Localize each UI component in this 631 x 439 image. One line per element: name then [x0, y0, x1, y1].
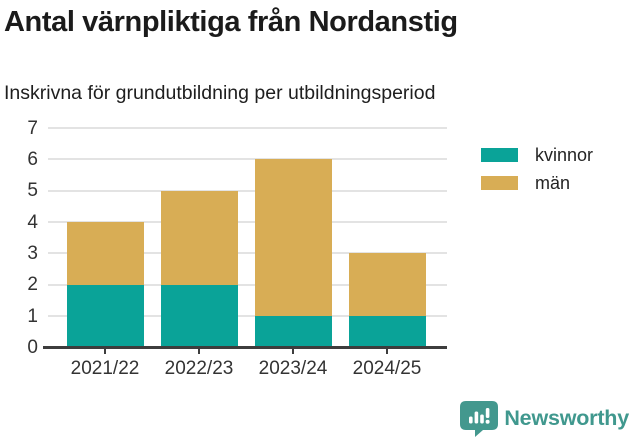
- x-axis-label: 2021/22: [70, 357, 140, 379]
- legend-swatch: [481, 175, 518, 190]
- gridline: [48, 315, 447, 318]
- chart-title: Antal värnpliktiga från Nordanstig: [4, 6, 458, 38]
- gridline: [48, 127, 447, 129]
- newsworthy-attribution: Newsworthy: [460, 400, 629, 437]
- x-tick-mark: [385, 349, 389, 354]
- x-tick-mark: [197, 349, 201, 354]
- bar-segment-kvinnor: [254, 316, 332, 348]
- chart-subtitle: Inskrivna för grundutbildning per utbild…: [4, 82, 436, 104]
- y-axis-label: 1: [27, 305, 38, 327]
- gridline: [48, 189, 447, 192]
- x-axis-label: 2022/23: [164, 357, 234, 379]
- bar-segment-män: [254, 159, 332, 317]
- legend-item-män: män: [481, 172, 593, 193]
- legend-item-kvinnor: kvinnor: [481, 144, 594, 165]
- y-axis-label: 5: [27, 180, 38, 202]
- bar-segment-män: [66, 222, 144, 285]
- x-axis-label: 2024/25: [352, 357, 422, 379]
- bar-segment-män: [348, 253, 426, 317]
- legend-swatch: [481, 147, 518, 162]
- x-tick-mark: [291, 349, 295, 354]
- y-axis-label: 6: [27, 148, 38, 170]
- y-axis-label: 4: [27, 211, 38, 233]
- y-axis-label: 0: [27, 337, 38, 358]
- gridline: [48, 252, 447, 255]
- y-axis-label: 3: [27, 242, 38, 264]
- newsworthy-logo-icon: [460, 401, 499, 437]
- gridline: [48, 158, 447, 161]
- x-axis-line: [43, 346, 447, 349]
- legend-label: kvinnor: [535, 144, 594, 165]
- bar-segment-kvinnor: [66, 284, 144, 348]
- gridline: [48, 283, 447, 286]
- y-axis-label: 7: [27, 117, 38, 139]
- y-axis-label: 2: [27, 274, 38, 296]
- newsworthy-brand-text: Newsworthy: [504, 406, 629, 430]
- gridline: [48, 221, 447, 224]
- legend-label: män: [535, 172, 571, 193]
- bar-segment-kvinnor: [160, 284, 238, 348]
- bar-segment-män: [160, 190, 238, 285]
- legend: kvinnor män: [481, 144, 594, 203]
- x-axis-label: 2023/24: [258, 357, 328, 379]
- bar-segment-kvinnor: [348, 316, 426, 348]
- x-tick-mark: [103, 349, 107, 354]
